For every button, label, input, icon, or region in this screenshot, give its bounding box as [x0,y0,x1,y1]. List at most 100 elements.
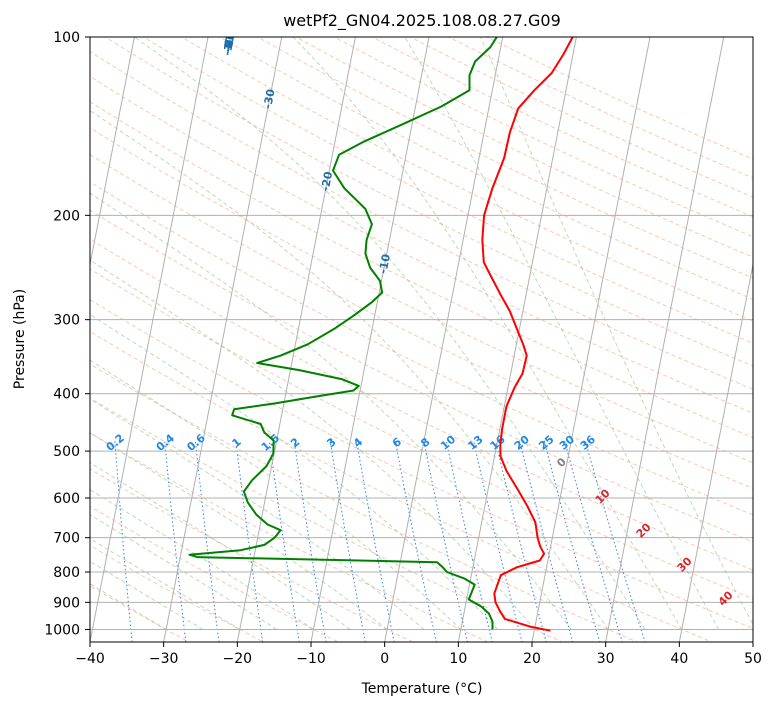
x-axis-label: Temperature (°C) [361,681,483,697]
mixing-ratio-lines [114,440,646,642]
dry-adiabat-label: -70 [221,31,238,53]
y-tick-label: 400 [53,387,80,403]
x-tick-label: 0 [380,651,389,667]
y-tick-label: 900 [53,595,80,611]
moist-adiabat-line [90,192,572,630]
mixing-ratio-label: 1.5 [259,431,282,453]
mixing-ratio-line [564,440,623,642]
mixing-ratio-line [495,440,547,642]
dry-adiabat-line [333,37,753,238]
x-axis: −40 −30 −20 −10 0 10 20 30 40 50 [75,642,762,667]
mixing-ratio-line [394,440,437,642]
moist-adiabat-line [134,37,646,630]
mixing-ratio-line [268,440,300,642]
y-tick-label: 500 [53,444,80,460]
mixing-ratio-label: 13 [465,433,485,453]
mixing-ratio-line [473,440,523,642]
line-labels: -100-90-80-70-60-50-40-30-20-100.1 0.2 0.4… [104,27,736,609]
mixing-ratio-line [519,440,574,642]
mixing-ratio-line [114,440,133,642]
x-tick-label: −10 [296,651,326,667]
dry-adiabat-line [90,299,753,629]
moist-adiabat-label: 40 [716,588,736,608]
dry-adiabat-line [90,363,639,642]
dry-adiabat-label: -80 [221,31,238,53]
moist-adiabat-line [90,313,498,630]
y-tick-label: 700 [53,531,80,547]
moist-adiabat-line [90,537,241,630]
moist-adiabat-line [90,514,277,630]
mixing-ratio-label: 6 [390,435,404,450]
mixing-ratio-line [235,440,264,642]
temperature-profile-line [481,37,574,632]
mixing-ratio-line [543,440,601,642]
isotherm-line [752,639,753,642]
isotherm-line [0,37,61,642]
moist-adiabat-line [90,489,314,630]
dry-adiabat-label: -30 [261,88,278,110]
dry-adiabat-line [409,37,753,198]
dry-adiabat-line [90,50,753,390]
dry-adiabat-line [180,37,753,322]
isotherm-line [384,37,504,642]
dry-adiabat-line [90,544,265,642]
dry-adiabat-line [90,127,753,464]
moist-adiabat-line [90,560,204,630]
dry-adiabat-label: -90 [221,31,238,53]
x-tick-label: −20 [223,651,253,667]
mixing-ratio-line [164,440,187,642]
dry-adiabat-line [256,37,753,279]
dry-adiabat-line [447,37,753,179]
mixing-ratio-label: 10 [438,433,458,453]
moist-adiabat-line [404,37,720,630]
x-tick-label: 20 [523,651,541,667]
dry-adiabat-line [90,268,753,600]
dry-adiabat-label: -100 [221,27,239,57]
isotherm-line [457,37,577,642]
dry-adiabat-label: -10 [376,253,393,275]
pressure-grid [90,37,753,630]
mixing-ratio-label: 16 [488,433,508,453]
plot-area: -100-90-80-70-60-50-40-30-20-100.1 0.2 0.4… [0,27,753,642]
dewpoint-profile-line [188,37,498,630]
isotherm-line [678,261,753,642]
x-tick-label: 10 [449,651,467,667]
y-tick-label: 800 [53,565,80,581]
dry-adiabat-line [90,397,564,642]
dry-adiabat-line [90,238,753,571]
dry-adiabat-line [90,75,753,414]
mixing-ratio-label: 1 [230,435,244,450]
isotherm-grid [0,37,753,642]
moist-adiabats [90,37,753,630]
isotherm-line [310,37,430,642]
dry-adiabat-line [90,432,489,642]
mixing-ratio-label: 0.2 [104,431,127,453]
mixing-ratio-label: 2 [288,435,302,450]
isotherm-line [90,37,135,268]
mixing-ratio-label: 20 [512,433,532,453]
mixing-ratio-label: 8 [418,435,432,450]
mixing-ratio-label: 25 [537,433,557,453]
mixing-ratio-line [423,440,469,642]
mixing-ratio-label: 0.4 [154,431,178,454]
y-tick-label: 1000 [44,622,80,638]
moist-adiabat-line [90,398,425,630]
dry-adiabat-label: -50 [221,31,238,53]
dry-adiabat-label: -60 [221,31,238,53]
moist-adiabat-line [292,37,683,630]
moist-adiabat-line [480,37,753,626]
x-tick-label: 50 [744,651,762,667]
mixing-ratio-line [293,440,327,642]
y-tick-label: 100 [53,30,80,46]
dry-adiabat-line [104,37,753,367]
isotherm-line [236,37,356,642]
dry-adiabat-line [90,330,714,642]
mixing-ratio-line [356,440,395,642]
dry-adiabat-line [90,153,753,490]
x-tick-label: 40 [670,651,688,667]
chart-title: wetPf2_GN04.2025.108.08.27.G09 [283,11,561,31]
dry-adiabat-label: -40 [221,31,238,53]
isotherm-line [163,37,283,642]
axes-frame [89,36,754,643]
